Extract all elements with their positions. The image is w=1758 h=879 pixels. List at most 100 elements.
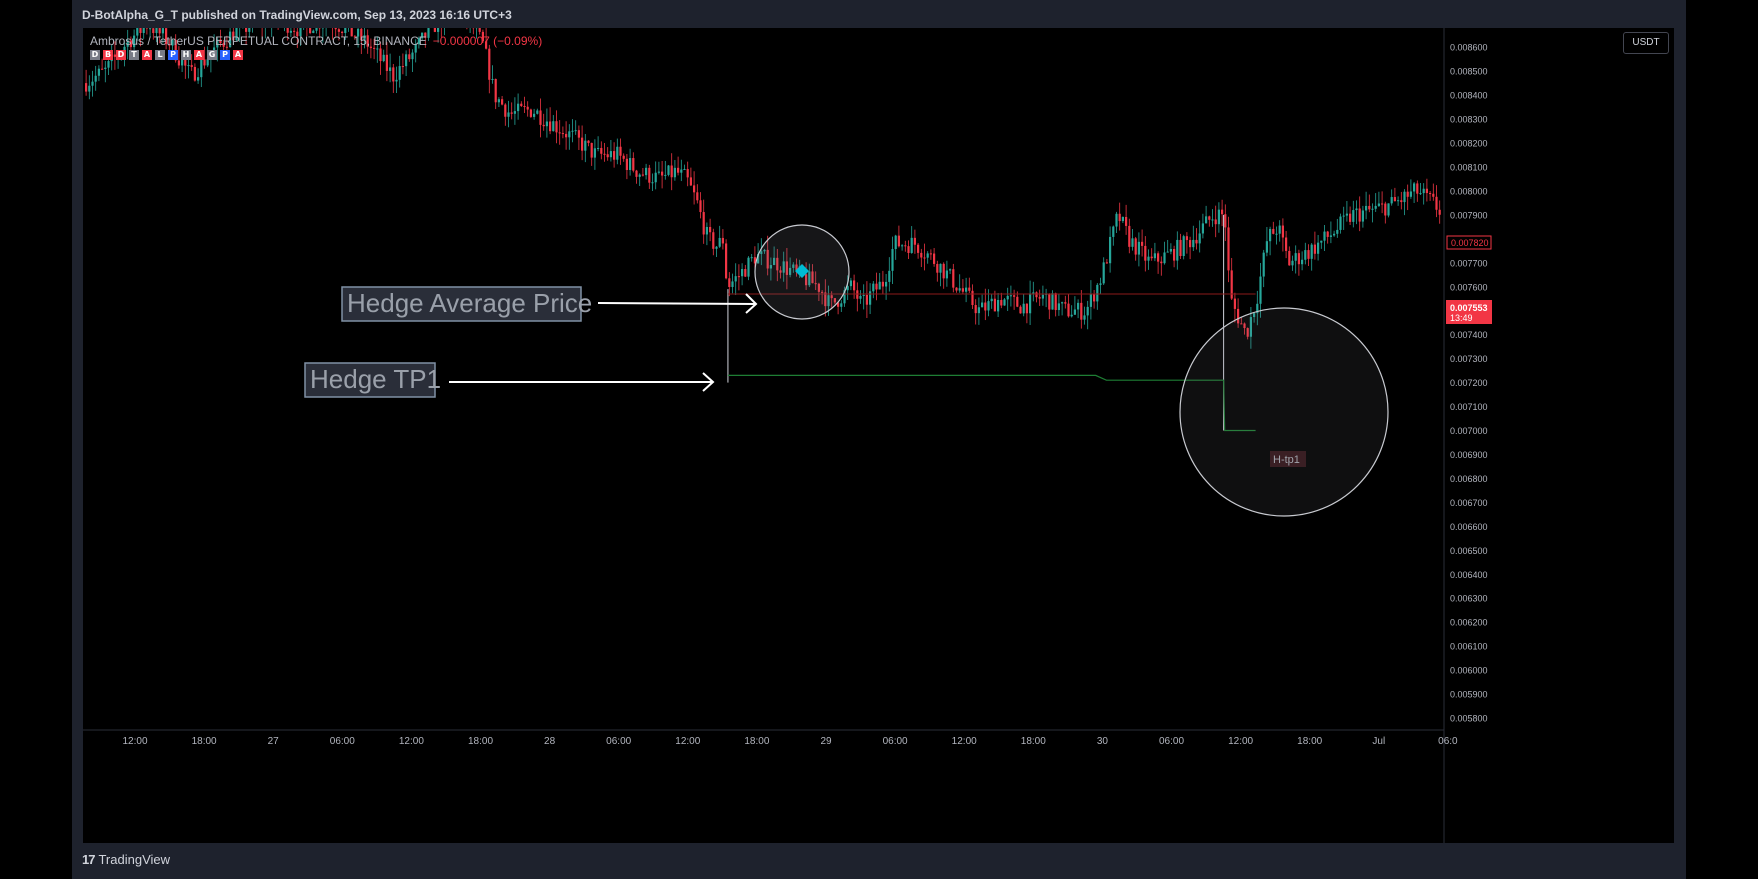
candle-body [590, 142, 593, 158]
candle-body [689, 177, 692, 186]
candle-body [709, 226, 712, 233]
indicator-badge: L [155, 50, 165, 60]
time-axis-label: 12:00 [952, 736, 977, 747]
candle-body [840, 303, 843, 307]
candle-body [542, 124, 545, 127]
candle-body [94, 75, 97, 82]
candle-body [366, 35, 369, 47]
footer-brand-label: TradingView [98, 852, 171, 867]
candle-body [149, 28, 152, 30]
candle-body [286, 28, 289, 33]
candle-body [987, 301, 990, 311]
candle-body [673, 167, 676, 178]
candle-body [1342, 215, 1345, 217]
chart-pane[interactable]: Hedge Average Price Hedge TP1 H-tp1 0.00… [83, 28, 1674, 843]
candle-body [1323, 231, 1326, 241]
candle-body [1089, 293, 1092, 307]
price-axis-label: 0.008500 [1450, 67, 1488, 77]
candle-body [654, 172, 657, 183]
candle-body [1406, 191, 1409, 197]
candle-body [974, 304, 977, 314]
hedge-tp1-label: Hedge TP1 [310, 364, 441, 394]
price-chart[interactable]: Hedge Average Price Hedge TP1 H-tp1 0.00… [83, 28, 1674, 843]
price-axis-label: 0.005800 [1450, 714, 1488, 724]
candle-body [97, 68, 100, 76]
candle-body [424, 32, 427, 38]
time-axis-label: Jul [1372, 736, 1385, 747]
candle-body [1333, 233, 1336, 236]
candle-body [606, 154, 609, 158]
candle-body [497, 99, 500, 103]
candle-body [1265, 241, 1268, 253]
candle-body [891, 249, 894, 271]
candle-body [91, 81, 94, 86]
candle-body [1192, 239, 1195, 248]
candle-body [229, 31, 232, 48]
price-axis-label: 0.008300 [1450, 115, 1488, 125]
candle-body [616, 146, 619, 160]
candle-body [1390, 197, 1393, 204]
candle-body [894, 235, 897, 250]
candle-body [526, 106, 529, 110]
time-axis-label: 28 [544, 736, 556, 747]
candle-body [507, 112, 510, 117]
candle-body [670, 165, 673, 178]
candle-body [232, 31, 235, 41]
candle-body [1326, 231, 1329, 237]
candle-body [1339, 216, 1342, 230]
hedge-avg-label-box [341, 286, 582, 322]
candle-body [1253, 313, 1256, 318]
candle-body [1240, 323, 1243, 325]
candle-body [1352, 210, 1355, 222]
time-axis[interactable]: 12:00 18:00 27 06:00 12:00 18:00 28 06:00 12:00 1… [122, 736, 1458, 747]
candle-body [824, 292, 827, 307]
candle-body [1173, 248, 1176, 261]
candle-body [1000, 300, 1003, 306]
candle-body [200, 59, 203, 78]
candle-body [1195, 239, 1198, 244]
candle-body [1054, 293, 1057, 311]
candle-body [757, 254, 760, 264]
candle-body [837, 302, 840, 307]
time-axis-label: 12:00 [399, 736, 424, 747]
candle-body [1131, 238, 1134, 247]
candle-body [849, 280, 852, 287]
price-axis-label: 0.006600 [1450, 522, 1488, 532]
candle-body [613, 151, 616, 160]
price-axis-label: 0.008000 [1450, 186, 1488, 196]
candle-body [629, 158, 632, 171]
candle-body [379, 48, 382, 62]
candle-body [1121, 216, 1124, 222]
candle-body [1025, 303, 1028, 314]
candle-body [1355, 208, 1358, 211]
last-price-tag-bg [1446, 300, 1492, 324]
candle-body [1249, 317, 1252, 337]
price-axis-label: 0.005900 [1450, 690, 1488, 700]
candle-body [1345, 213, 1348, 216]
candle-body [181, 59, 184, 66]
candle-body [581, 137, 584, 151]
price-axis[interactable]: 0.008600 0.008500 0.008400 0.008300 0.008200… [1450, 43, 1488, 724]
currency-button[interactable]: USDT [1623, 32, 1669, 54]
candle-body [1141, 241, 1144, 246]
hedge-avg-arrowhead [745, 293, 758, 314]
candle-body [949, 269, 952, 271]
candle-body [1003, 299, 1006, 306]
candle-body [1067, 303, 1070, 317]
symbol-legend[interactable]: Ambrosus / TetherUS PERPETUAL CONTRACT, … [90, 34, 542, 48]
candle-body [821, 291, 824, 293]
candle-body [1035, 292, 1038, 298]
candle-body [1086, 306, 1089, 316]
candle-body [888, 270, 891, 282]
htp1-tag: H-tp1 [1273, 454, 1300, 466]
candle-body [1163, 252, 1166, 264]
candle-body [731, 281, 734, 288]
candle-body [901, 245, 904, 247]
candle-body [705, 226, 708, 235]
candle-body [561, 133, 564, 135]
footer-brand[interactable]: 17 TradingView [82, 852, 170, 867]
time-axis-label: 30 [1097, 736, 1109, 747]
hedge-tp1-line [727, 374, 1256, 432]
candle-body [1205, 216, 1208, 224]
candle-body [856, 290, 859, 299]
